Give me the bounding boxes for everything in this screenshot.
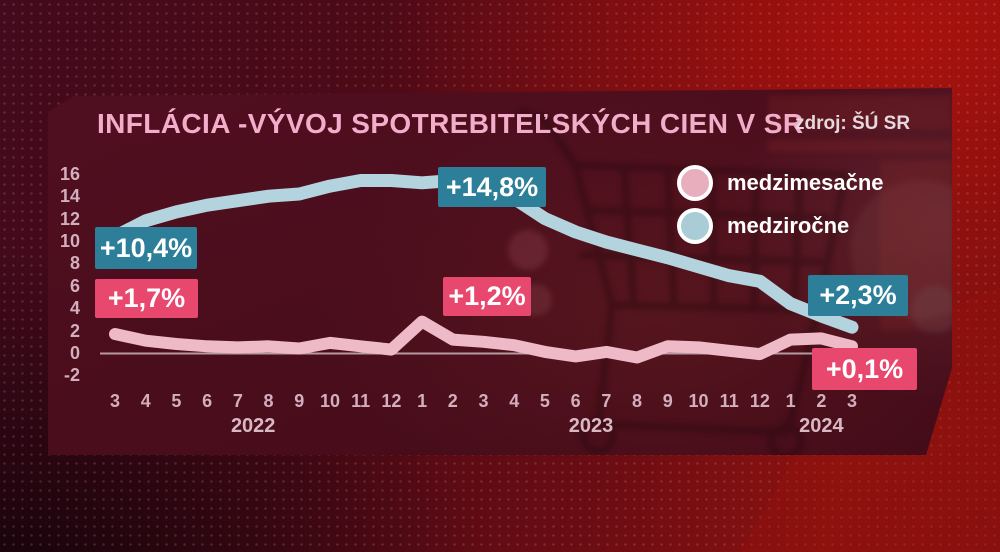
x-tick-label: 3 — [847, 391, 858, 411]
x-tick-label: 12 — [749, 391, 770, 411]
x-tick-label: 5 — [171, 391, 182, 411]
x-tick-label: 6 — [570, 391, 581, 411]
legend-label-monthly: medzimesačne — [727, 170, 884, 195]
legend-dot-blue-icon — [677, 208, 713, 244]
y-tick-label: 12 — [59, 208, 80, 229]
x-tick-label: 7 — [601, 391, 612, 411]
x-tick-label: 10 — [688, 391, 709, 411]
y-tick-label: 2 — [69, 320, 80, 341]
year-label: 2023 — [568, 415, 614, 437]
x-tick-label: 6 — [202, 391, 213, 411]
y-tick-label: 10 — [59, 231, 80, 251]
y-tick-label: 14 — [59, 186, 80, 207]
y-tick-label: -2 — [63, 365, 80, 386]
value-label-mom-mid: +1,2% — [443, 277, 531, 316]
y-tick-label: 4 — [69, 298, 80, 319]
x-tick-label: 12 — [381, 391, 402, 411]
x-tick-label: 1 — [785, 391, 796, 411]
x-tick-label: 4 — [509, 391, 520, 411]
year-label: 2022 — [230, 415, 276, 437]
value-label-mom-start: +1,7% — [95, 279, 198, 318]
value-label-mom-end: +0,1% — [812, 348, 917, 390]
x-tick-label: 8 — [263, 391, 274, 411]
y-tick-label: 16 — [59, 163, 80, 184]
x-tick-label: 9 — [662, 391, 673, 411]
x-tick-label: 2 — [816, 391, 827, 411]
source-label: zdroj: ŠÚ SR — [795, 113, 911, 134]
value-label-yoy-start: +10,4% — [95, 227, 197, 269]
x-tick-label: 8 — [632, 391, 643, 411]
x-tick-label: 9 — [294, 391, 305, 411]
series-line-mom — [109, 315, 858, 364]
legend-label-yearly: medziročne — [727, 213, 850, 238]
year-label: 2024 — [799, 415, 844, 437]
y-tick-label: 0 — [69, 343, 80, 363]
x-tick-label: 3 — [478, 391, 489, 411]
x-tick-label: 1 — [417, 391, 428, 411]
value-label-yoy-end: +2,3% — [808, 275, 908, 316]
legend-item-monthly: medzimesačne — [677, 164, 884, 202]
value-label-yoy-peak: +14,8% — [438, 167, 546, 207]
chart-title: INFLÁCIA -VÝVOJ SPOTREBITEĽSKÝCH CIEN V … — [97, 108, 804, 139]
x-tick-label: 3 — [109, 391, 121, 411]
x-tick-label: 11 — [351, 391, 371, 411]
legend-item-yearly: medziročne — [677, 207, 884, 245]
x-tick-label: 4 — [140, 391, 151, 411]
x-tick-label: 7 — [232, 391, 243, 411]
y-tick-label: 6 — [69, 275, 80, 296]
x-tick-label: 2 — [447, 391, 458, 411]
x-tick-label: 5 — [539, 391, 550, 411]
x-tick-label: 11 — [719, 391, 739, 411]
y-tick-label: 8 — [69, 253, 80, 274]
legend: medzimesačne medziročne — [677, 164, 884, 250]
legend-dot-pink-icon — [677, 165, 713, 201]
x-tick-label: 10 — [319, 391, 340, 411]
